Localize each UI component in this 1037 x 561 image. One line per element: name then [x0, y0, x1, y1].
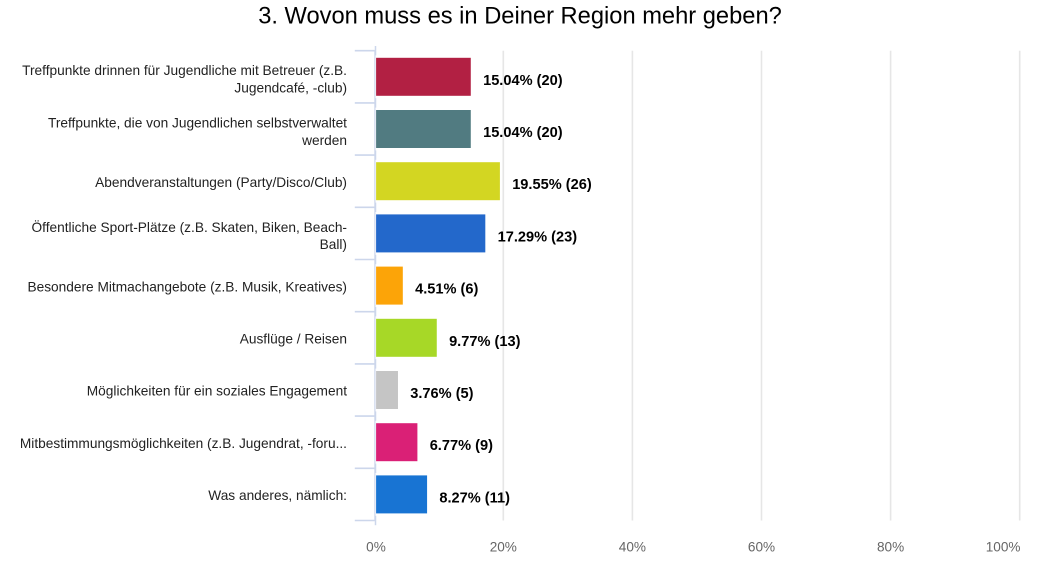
svg-text:Was anderes, nämlich:: Was anderes, nämlich:: [208, 488, 347, 503]
svg-text:Treffpunkte drinnen für Jugend: Treffpunkte drinnen für Jugendliche mit …: [22, 63, 347, 78]
svg-text:19.55% (26): 19.55% (26): [512, 177, 592, 193]
svg-text:Möglichkeiten für ein soziales: Möglichkeiten für ein soziales Engagemen…: [87, 384, 347, 399]
svg-text:9.77% (13): 9.77% (13): [449, 334, 521, 350]
svg-text:3.76% (5): 3.76% (5): [410, 386, 473, 402]
svg-text:20%: 20%: [490, 540, 517, 555]
svg-text:Treffpunkte, die von Jugendlic: Treffpunkte, die von Jugendlichen selbst…: [48, 115, 347, 130]
svg-text:0%: 0%: [366, 540, 386, 555]
svg-text:17.29% (23): 17.29% (23): [498, 229, 578, 245]
svg-text:Ausflüge / Reisen: Ausflüge / Reisen: [240, 332, 347, 347]
svg-text:Jugendcafé, -club): Jugendcafé, -club): [234, 81, 347, 96]
svg-text:werden: werden: [301, 133, 347, 148]
svg-text:15.04% (20): 15.04% (20): [483, 125, 563, 141]
svg-text:80%: 80%: [877, 540, 904, 555]
svg-text:60%: 60%: [748, 540, 775, 555]
svg-text:4.51% (6): 4.51% (6): [415, 282, 478, 298]
svg-text:40%: 40%: [619, 540, 646, 555]
svg-text:3. Wovon muss es in Deiner Reg: 3. Wovon muss es in Deiner Region mehr g…: [258, 3, 782, 29]
svg-text:Mitbestimmungsmöglichkeiten (z: Mitbestimmungsmöglichkeiten (z.B. Jugend…: [20, 436, 347, 451]
svg-text:Öffentliche Sport-Plätze (z.B.: Öffentliche Sport-Plätze (z.B. Skaten, B…: [32, 220, 347, 235]
svg-text:Abendveranstaltungen (Party/Di: Abendveranstaltungen (Party/Disco/Club): [95, 175, 347, 190]
svg-text:8.27% (11): 8.27% (11): [439, 490, 510, 506]
svg-text:Besondere Mitmachangebote (z.B: Besondere Mitmachangebote (z.B. Musik, K…: [27, 279, 347, 294]
svg-text:15.04% (20): 15.04% (20): [483, 73, 563, 89]
svg-text:Ball): Ball): [320, 237, 347, 252]
svg-text:100%: 100%: [986, 540, 1021, 555]
svg-text:6.77% (9): 6.77% (9): [430, 438, 493, 454]
